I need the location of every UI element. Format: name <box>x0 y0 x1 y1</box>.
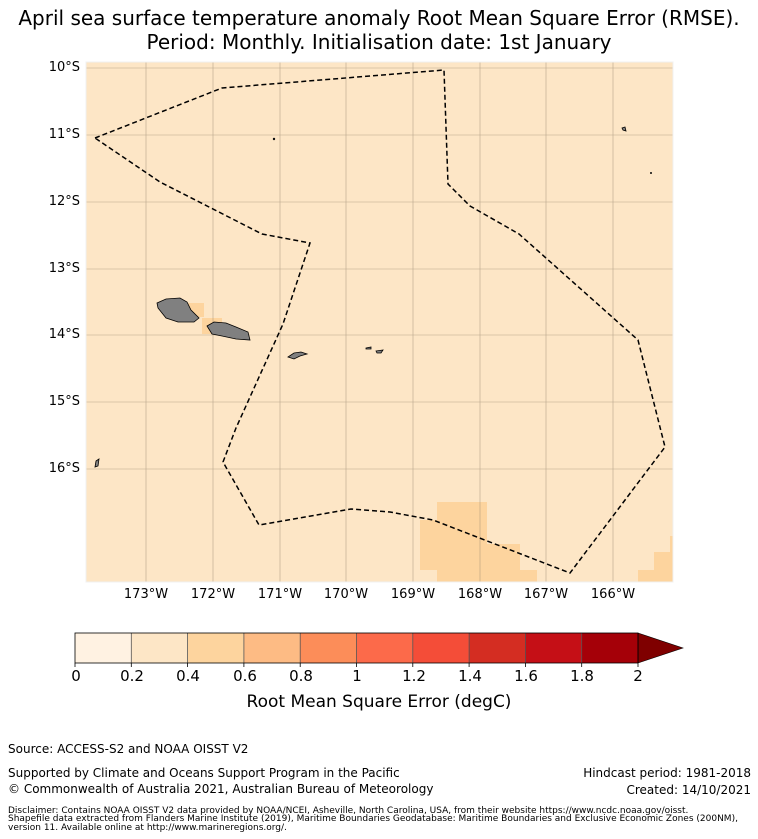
colorbar-tick-label: 1 <box>352 667 362 685</box>
lon-label: 171°W <box>257 587 303 602</box>
colorbar-frame <box>74 632 639 664</box>
colorbar-segment <box>131 633 189 663</box>
lat-label: 16°S <box>48 461 80 476</box>
island-swains <box>272 137 276 141</box>
lon-label: 169°W <box>390 587 436 602</box>
colorbar-tick-label: 0.2 <box>120 667 144 685</box>
gridlines <box>86 62 673 582</box>
chart-title-line-1: April sea surface temperature anomaly Ro… <box>18 6 740 30</box>
lat-label: 13°S <box>48 261 80 276</box>
colorbar-segment <box>581 633 639 663</box>
colorbar-segment <box>356 633 414 663</box>
colorbar-tick-label: 1.8 <box>570 667 594 685</box>
island-savaii <box>156 297 200 323</box>
source-text: Source: ACCESS-S2 and NOAA OISST V2 <box>8 742 249 756</box>
disclaimer-line-1: Disclaimer: Contains NOAA OISST V2 data … <box>8 806 689 816</box>
copyright-text: © Commonwealth of Australia 2021, Austra… <box>8 782 434 796</box>
lat-label: 14°S <box>48 327 80 342</box>
lon-label: 173°W <box>123 587 169 602</box>
lon-label: 167°W <box>523 587 569 602</box>
colorbar-segment <box>187 633 245 663</box>
lon-label: 172°W <box>190 587 236 602</box>
colorbar-tick-label: 1.6 <box>514 667 538 685</box>
colorbar-label: Root Mean Square Error (degC) <box>246 692 512 712</box>
map-background <box>86 62 673 582</box>
lat-label: 15°S <box>48 394 80 409</box>
colorbar-tick-label: 1.4 <box>458 667 482 685</box>
hindcast-period: Hindcast period: 1981-2018 <box>583 766 751 780</box>
colorbar-tick-label: 0 <box>71 667 81 685</box>
island-atoll-w <box>94 458 100 468</box>
island-rose <box>650 171 653 174</box>
disclaimer-line-3: version 11. Available online at http://w… <box>8 823 287 833</box>
supported-text: Supported by Climate and Oceans Support … <box>8 766 400 780</box>
lon-label: 168°W <box>457 587 503 602</box>
land-islands <box>94 126 653 468</box>
colorbar-segment <box>300 633 357 663</box>
island-tutuila <box>287 351 309 360</box>
chart-title-line-2: Period: Monthly. Initialisation date: 1s… <box>146 30 612 54</box>
lat-label: 10°S <box>48 60 80 75</box>
colorbar-tick-label: 0.6 <box>233 667 257 685</box>
created-date: Created: 14/10/2021 <box>626 783 751 797</box>
lon-label: 170°W <box>323 587 369 602</box>
colorbar-extend-arrow <box>637 632 684 664</box>
lat-label: 12°S <box>48 194 80 209</box>
colorbar-segment <box>525 633 583 663</box>
island-atoll-ne <box>621 126 627 132</box>
rmse-cells-0.4-0.6 <box>188 303 673 582</box>
lon-label: 166°W <box>590 587 636 602</box>
island-manua-1 <box>365 346 372 350</box>
colorbar-segment <box>75 633 132 663</box>
colorbar-tick-label: 0.8 <box>289 667 313 685</box>
map-plot <box>85 61 674 583</box>
island-upolu <box>206 321 251 341</box>
disclaimer-line-2: Shapefile data extracted from Flanders M… <box>8 814 738 824</box>
colorbar-tick-label: 0.4 <box>176 667 200 685</box>
colorbar-tick-label: 2 <box>633 667 643 685</box>
colorbar-segment <box>243 633 301 663</box>
lat-label: 11°S <box>48 127 80 142</box>
island-manua-2 <box>375 349 384 354</box>
colorbar-segment <box>469 633 526 663</box>
colorbar-tick-label: 1.2 <box>402 667 426 685</box>
colorbar-segment <box>412 633 470 663</box>
